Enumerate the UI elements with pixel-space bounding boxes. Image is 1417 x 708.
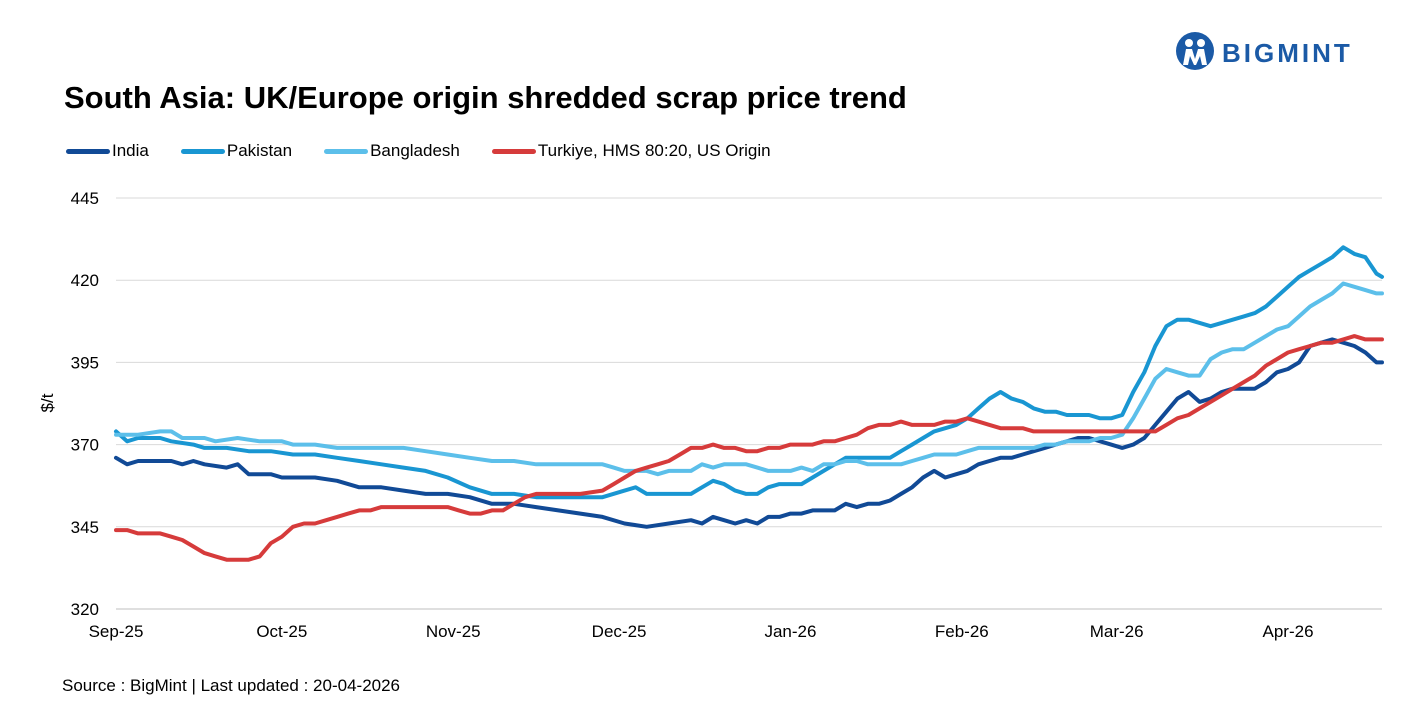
y-tick-label: 445 bbox=[71, 189, 99, 208]
x-tick-label: Nov-25 bbox=[426, 622, 481, 641]
legend-label: Pakistan bbox=[226, 141, 293, 160]
legend-label: India bbox=[112, 141, 149, 160]
x-tick-label: Dec-25 bbox=[592, 622, 647, 641]
legend-item: Bangladesh bbox=[324, 141, 460, 161]
brand-logo-icon bbox=[1176, 32, 1214, 70]
brand-name: BIGMINT bbox=[1222, 38, 1353, 68]
x-tick-label: Oct-25 bbox=[256, 622, 307, 641]
legend-swatch bbox=[491, 148, 536, 154]
legend-item: Turkiye, HMS 80:20, US Origin bbox=[491, 141, 771, 161]
series-line-india bbox=[114, 337, 1384, 529]
legend-item: Pakistan bbox=[180, 141, 293, 161]
series-line-pakistan bbox=[114, 245, 1384, 500]
legend-item: India bbox=[66, 141, 149, 161]
y-tick-label: 345 bbox=[71, 518, 99, 537]
x-tick-label: Sep-25 bbox=[89, 622, 144, 641]
x-tick-label: Jan-26 bbox=[764, 622, 816, 641]
series-line-bangladesh bbox=[114, 281, 1384, 477]
chart-legend: India Pakistan Bangladesh Turkiye, HMS 80:2… bbox=[66, 139, 803, 163]
x-tick-label: Apr-26 bbox=[1263, 622, 1314, 641]
y-axis-label: $/t bbox=[38, 393, 57, 412]
series-line-turkiye bbox=[114, 334, 1384, 562]
legend-swatch bbox=[180, 148, 225, 154]
x-tick-label: Feb-26 bbox=[935, 622, 989, 641]
y-tick-label: 420 bbox=[71, 271, 99, 290]
y-tick-label: 370 bbox=[71, 436, 99, 455]
legend-swatch bbox=[324, 148, 369, 154]
y-tick-label: 320 bbox=[71, 600, 99, 619]
legend-label: Bangladesh bbox=[370, 141, 460, 160]
y-tick-label: 395 bbox=[71, 353, 99, 372]
source-note: Source : BigMint | Last updated : 20-04-… bbox=[62, 676, 401, 695]
legend-label: Turkiye, HMS 80:20, US Origin bbox=[537, 141, 771, 160]
chart-title: South Asia: UK/Europe origin shredded sc… bbox=[64, 80, 907, 115]
x-tick-label: Mar-26 bbox=[1090, 622, 1144, 641]
legend-swatch bbox=[66, 148, 110, 154]
